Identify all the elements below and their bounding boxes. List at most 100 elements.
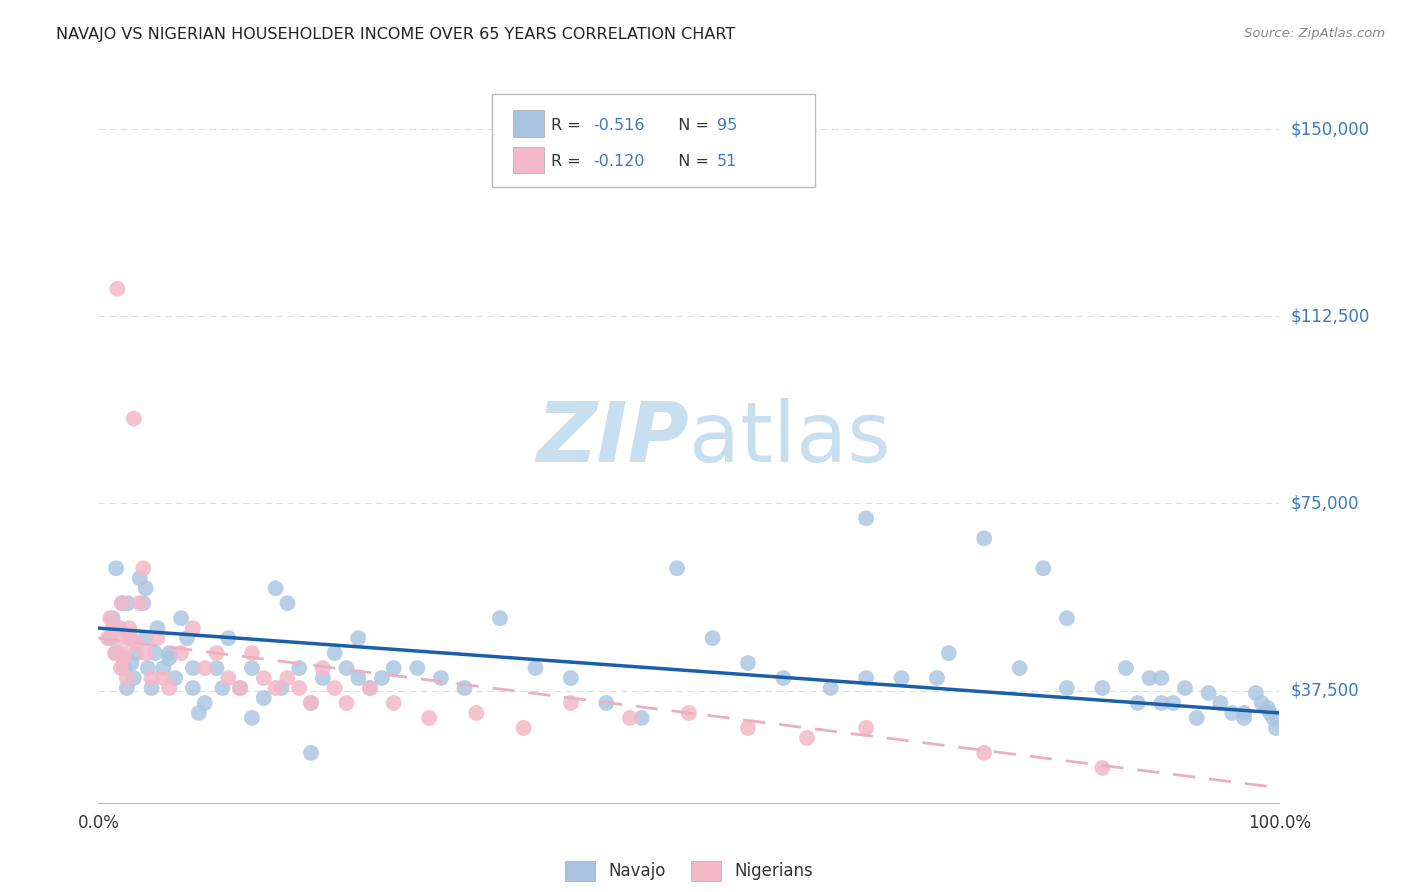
Point bbox=[170, 646, 193, 660]
Text: N =: N = bbox=[668, 154, 714, 169]
Point bbox=[371, 671, 394, 685]
Text: -0.516: -0.516 bbox=[593, 118, 645, 133]
Point bbox=[165, 671, 187, 685]
Point bbox=[135, 631, 157, 645]
Text: $112,500: $112,500 bbox=[1291, 307, 1369, 326]
Point bbox=[118, 631, 141, 645]
Point bbox=[973, 746, 995, 760]
Point bbox=[1056, 681, 1078, 695]
Point bbox=[146, 631, 169, 645]
Point bbox=[772, 671, 794, 685]
Point bbox=[382, 696, 405, 710]
Point bbox=[276, 596, 298, 610]
Point bbox=[205, 661, 228, 675]
Point bbox=[108, 631, 131, 645]
Point bbox=[125, 646, 148, 660]
Point bbox=[98, 631, 121, 645]
Point bbox=[118, 621, 141, 635]
Point bbox=[1263, 711, 1285, 725]
Point bbox=[560, 671, 582, 685]
Point bbox=[1233, 706, 1256, 720]
Point bbox=[110, 661, 132, 675]
Point bbox=[1185, 711, 1208, 725]
Point bbox=[465, 706, 488, 720]
Point bbox=[152, 661, 174, 675]
Point bbox=[1209, 696, 1232, 710]
Point bbox=[288, 681, 311, 695]
Point bbox=[97, 631, 120, 645]
Point bbox=[560, 696, 582, 710]
Legend: Navajo, Nigerians: Navajo, Nigerians bbox=[558, 855, 820, 888]
Point bbox=[524, 661, 547, 675]
Point bbox=[157, 681, 180, 695]
Point bbox=[299, 696, 322, 710]
Point bbox=[312, 671, 335, 685]
Point bbox=[489, 611, 512, 625]
Point bbox=[121, 631, 143, 645]
Point bbox=[122, 411, 145, 425]
Point bbox=[253, 691, 276, 706]
Point bbox=[737, 656, 759, 670]
Text: $37,500: $37,500 bbox=[1291, 681, 1360, 699]
Point bbox=[112, 646, 135, 660]
Point bbox=[855, 671, 877, 685]
Point bbox=[1150, 696, 1173, 710]
Point bbox=[105, 282, 128, 296]
Point bbox=[111, 596, 134, 610]
Point bbox=[217, 671, 239, 685]
Point bbox=[299, 746, 322, 760]
Point bbox=[855, 721, 877, 735]
Point bbox=[141, 671, 163, 685]
Point bbox=[820, 681, 842, 695]
Point bbox=[1091, 761, 1114, 775]
Point bbox=[1161, 696, 1184, 710]
Point bbox=[347, 631, 370, 645]
Point bbox=[111, 596, 134, 610]
Point bbox=[973, 531, 995, 545]
Point bbox=[1257, 701, 1279, 715]
Point bbox=[143, 646, 166, 660]
Point bbox=[512, 721, 534, 735]
Point bbox=[240, 646, 263, 660]
Point bbox=[1091, 681, 1114, 695]
Point bbox=[1056, 611, 1078, 625]
Point bbox=[678, 706, 700, 720]
Text: $150,000: $150,000 bbox=[1291, 120, 1369, 138]
Point bbox=[108, 621, 131, 635]
Point bbox=[1150, 671, 1173, 685]
Point bbox=[1115, 661, 1137, 675]
Point bbox=[702, 631, 724, 645]
Point bbox=[890, 671, 912, 685]
Point bbox=[737, 721, 759, 735]
Text: ZIP: ZIP bbox=[536, 398, 689, 479]
Point bbox=[276, 671, 298, 685]
Text: N =: N = bbox=[668, 118, 714, 133]
Point bbox=[157, 651, 180, 665]
Point bbox=[359, 681, 381, 695]
Point bbox=[229, 681, 252, 695]
Point bbox=[312, 661, 335, 675]
Point bbox=[121, 656, 143, 670]
Point bbox=[176, 631, 198, 645]
Point bbox=[205, 646, 228, 660]
Point bbox=[1198, 686, 1220, 700]
Point bbox=[141, 681, 163, 695]
Point bbox=[335, 696, 357, 710]
Point bbox=[135, 581, 157, 595]
Point bbox=[101, 621, 124, 635]
Point bbox=[1032, 561, 1054, 575]
Point bbox=[132, 561, 155, 575]
Point bbox=[264, 581, 287, 595]
Point bbox=[128, 596, 150, 610]
Text: $75,000: $75,000 bbox=[1291, 494, 1360, 512]
Point bbox=[105, 561, 128, 575]
Point bbox=[1250, 696, 1272, 710]
Point bbox=[1233, 711, 1256, 725]
Point bbox=[418, 711, 440, 725]
Point bbox=[117, 596, 139, 610]
Text: -0.120: -0.120 bbox=[593, 154, 645, 169]
Point bbox=[181, 661, 204, 675]
Text: R =: R = bbox=[551, 118, 586, 133]
Point bbox=[1264, 721, 1286, 735]
Point bbox=[253, 671, 276, 685]
